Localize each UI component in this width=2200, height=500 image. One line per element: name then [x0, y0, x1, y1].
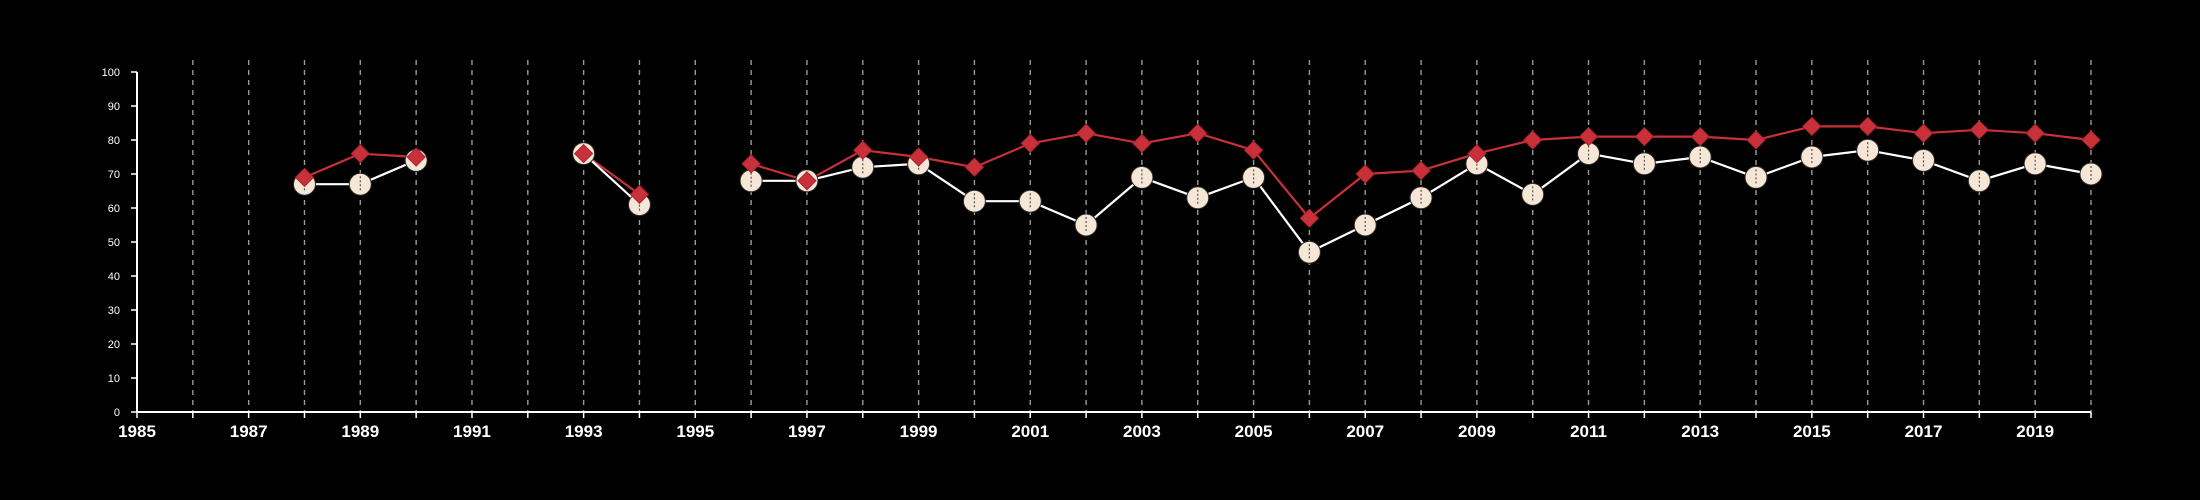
diamond-marker	[1857, 116, 1878, 137]
y-tick-label: 60	[108, 203, 120, 215]
x-tick-label: 2007	[1346, 422, 1384, 441]
diamond-marker	[1467, 143, 1487, 164]
x-tick-label: 1995	[676, 422, 714, 441]
vertical-grid	[192, 60, 2092, 412]
diamond-marker	[1076, 123, 1096, 143]
x-tick-label: 2019	[2016, 422, 2054, 441]
x-tick-label: 2001	[1011, 422, 1049, 441]
x-tick-label: 2017	[1905, 422, 1943, 441]
diamond-marker	[2081, 130, 2101, 150]
x-tick-label: 1987	[230, 422, 268, 441]
diamond-marker	[406, 147, 426, 167]
x-tick-label: 2013	[1681, 422, 1719, 441]
diamond-marker	[1523, 130, 1543, 150]
diamond-marker	[294, 167, 315, 188]
diamond-marker	[629, 184, 650, 205]
y-tick-label: 100	[102, 67, 120, 79]
y-tick-label: 20	[108, 339, 120, 351]
diamond-marker	[1578, 126, 1599, 147]
diamond-marker	[1188, 123, 1208, 143]
x-tick-label: 1989	[341, 422, 379, 441]
series-line-circle	[582, 152, 641, 206]
diamond-marker	[1690, 126, 1710, 147]
diamond-marker	[853, 140, 873, 160]
x-tick-label: 2011	[1570, 422, 1607, 441]
diamond-marker	[573, 143, 594, 164]
diamond-marker	[1634, 126, 1655, 147]
x-tick-label: 1993	[565, 422, 603, 441]
diamond-marker	[1969, 120, 1990, 140]
diamond-marker	[741, 154, 761, 174]
y-tick-label: 40	[108, 271, 120, 283]
diamond-marker	[1243, 140, 1264, 160]
x-tick-label: 1997	[788, 422, 826, 441]
y-tick-label: 80	[108, 135, 120, 147]
x-tick-label: 2005	[1235, 422, 1273, 441]
y-tick-label: 70	[108, 169, 120, 181]
diamond-marker	[797, 171, 817, 191]
y-tick-label: 0	[114, 407, 120, 419]
x-tick-label: 2015	[1793, 422, 1831, 441]
diamond-marker	[1020, 133, 1040, 154]
diamond-marker	[1411, 160, 1431, 181]
diamond-marker	[1746, 130, 1766, 150]
y-tick-label: 90	[108, 101, 120, 113]
diamond-marker	[964, 157, 985, 177]
y-tick-label: 50	[108, 237, 120, 249]
x-tick-label: 1991	[453, 422, 491, 441]
x-tick-label: 1999	[900, 422, 938, 441]
diamond-marker	[1132, 133, 1152, 154]
diamond-marker	[1355, 164, 1375, 184]
x-tick-label: 2003	[1123, 422, 1161, 441]
axes: 0 10 20 30 40 50 60 70 80 90 100 1985 1987 1989 1991 19…	[102, 67, 2092, 441]
y-tick-label: 10	[108, 373, 120, 385]
x-tick-label: 2009	[1458, 422, 1496, 441]
diamond-marker	[1913, 123, 1934, 143]
x-tick-label: 1985	[118, 422, 156, 441]
diamond-marker	[908, 147, 929, 167]
diamond-marker	[2025, 123, 2045, 143]
y-tick-label: 30	[108, 305, 120, 317]
diamond-marker	[350, 143, 371, 164]
diamond-marker	[1802, 116, 1822, 137]
diamond-marker	[1299, 208, 1320, 228]
series-line-diamond	[582, 152, 641, 196]
series-group	[292, 116, 2103, 264]
